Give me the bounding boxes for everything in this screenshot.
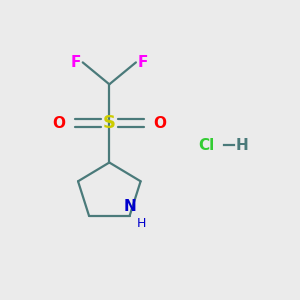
Text: S: S <box>103 114 116 132</box>
Text: O: O <box>52 116 65 131</box>
Text: H: H <box>136 217 146 230</box>
Text: Cl: Cl <box>198 138 214 153</box>
Text: O: O <box>153 116 166 131</box>
Text: F: F <box>137 55 148 70</box>
Text: N: N <box>123 199 136 214</box>
Text: F: F <box>71 55 81 70</box>
Text: H: H <box>236 138 249 153</box>
